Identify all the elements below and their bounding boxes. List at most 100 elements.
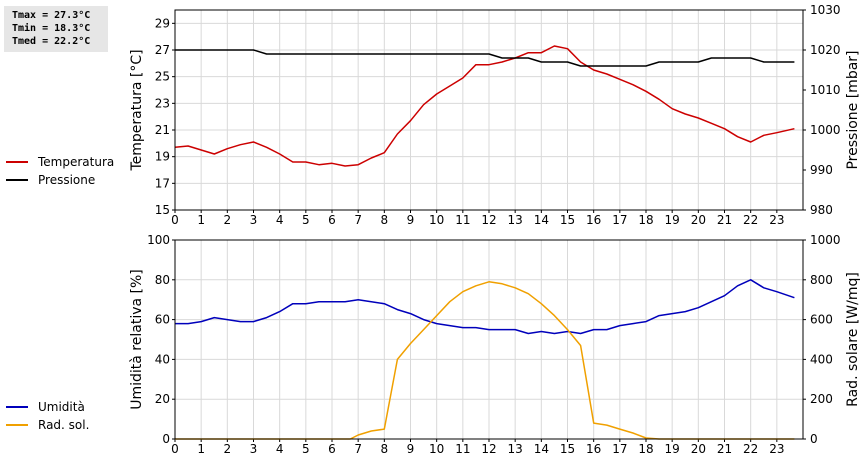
chart0-y2-tick-label: 990	[810, 163, 833, 177]
chart1-y2-tick-label: 400	[810, 352, 833, 366]
legend-label-umidita: Umidità	[38, 400, 85, 414]
chart1-y2-tick-label: 200	[810, 392, 833, 406]
legend-item-pressione: Pressione	[6, 171, 114, 189]
chart0-x-tick-label: 15	[560, 213, 575, 227]
chart0-y2-tick-label: 1030	[810, 3, 841, 17]
stat-tmin: Tmin = 18.3°C	[12, 23, 91, 34]
chart0-y2-tick-label: 980	[810, 203, 833, 217]
chart1-y-tick-label: 60	[155, 313, 170, 327]
chart0-x-tick-label: 20	[691, 213, 706, 227]
legend-swatch-umidita	[6, 406, 28, 408]
chart0-y2-tick-label: 1000	[810, 123, 841, 137]
legend-top: Temperatura Pressione	[6, 153, 114, 189]
chart0-x-tick-label: 11	[455, 213, 470, 227]
chart1-x-tick-label: 17	[612, 442, 627, 456]
chart1-x-tick-label: 10	[429, 442, 444, 456]
chart0-y2-tick-label: 1010	[810, 83, 841, 97]
chart1-y2-tick-label: 1000	[810, 233, 841, 247]
chart1-x-tick-label: 20	[691, 442, 706, 456]
stats-box: Tmax = 27.3°C Tmin = 18.3°C Tmed = 22.2°…	[4, 6, 108, 52]
chart0-y-axis-label: Temperatura [°C]	[129, 49, 145, 171]
chart0-x-tick-label: 0	[171, 213, 179, 227]
chart0-x-tick-label: 13	[508, 213, 523, 227]
chart1-x-tick-label: 21	[717, 442, 732, 456]
legend-bottom: Umidità Rad. sol.	[6, 398, 89, 434]
stat-tmed: Tmed = 22.2°C	[12, 36, 91, 47]
chart0-y-tick-label: 29	[155, 16, 170, 30]
legend-item-temperatura: Temperatura	[6, 153, 114, 171]
chart0-series-pressione	[175, 49, 795, 67]
legend-label-radsol: Rad. sol.	[38, 418, 90, 432]
chart1-x-tick-label: 12	[481, 442, 496, 456]
legend-swatch-temperatura	[6, 161, 28, 163]
chart1-x-tick-label: 19	[665, 442, 680, 456]
chart1-x-tick-label: 2	[224, 442, 232, 456]
chart1-x-tick-label: 16	[586, 442, 601, 456]
chart1-x-tick-label: 7	[354, 442, 362, 456]
chart0-x-tick-label: 18	[638, 213, 653, 227]
chart0-y-tick-label: 17	[155, 176, 170, 190]
chart1-y-tick-label: 40	[155, 352, 170, 366]
chart1-x-tick-label: 8	[381, 442, 389, 456]
chart0-x-tick-label: 22	[743, 213, 758, 227]
chart0-plot-frame	[174, 9, 804, 211]
chart0-x-tick-label: 21	[717, 213, 732, 227]
chart0-x-tick-label: 14	[534, 213, 549, 227]
chart1-x-tick-label: 11	[455, 442, 470, 456]
chart0-y-tick-label: 25	[155, 70, 170, 84]
chart1-plot-frame	[174, 239, 804, 440]
chart0-x-tick-label: 4	[276, 213, 284, 227]
chart1-x-tick-label: 5	[302, 442, 310, 456]
chart1-x-tick-label: 15	[560, 442, 575, 456]
chart0-y-tick-label: 21	[155, 123, 170, 137]
chart0-x-tick-label: 19	[665, 213, 680, 227]
chart1-y-axis-label: Umidità relativa [%]	[129, 269, 145, 410]
chart1-y-tick-label: 100	[147, 233, 170, 247]
chart1-x-tick-label: 13	[508, 442, 523, 456]
chart0-y2-axis-label: Pressione [mbar]	[845, 50, 860, 169]
chart0-series-temperatura	[174, 45, 795, 167]
chart0-x-tick-label: 3	[250, 213, 258, 227]
chart1-x-tick-label: 4	[276, 442, 284, 456]
chart0-x-tick-label: 10	[429, 213, 444, 227]
chart1-y2-tick-label: 600	[810, 313, 833, 327]
chart1-y2-tick-label: 0	[810, 432, 818, 446]
chart0-x-tick-label: 6	[328, 213, 336, 227]
chart1-y2-tick-label: 800	[810, 273, 833, 287]
chart1-x-tick-label: 1	[197, 442, 205, 456]
chart0-x-tick-label: 12	[481, 213, 496, 227]
legend-swatch-radsol	[6, 424, 28, 426]
chart0-x-tick-label: 5	[302, 213, 310, 227]
chart1-series-umidit	[175, 279, 795, 335]
chart1-y-tick-label: 20	[155, 392, 170, 406]
chart1-y-tick-label: 0	[162, 432, 170, 446]
legend-label-temperatura: Temperatura	[38, 155, 115, 169]
chart0-y-tick-label: 27	[155, 43, 170, 57]
chart1-x-tick-label: 23	[769, 442, 784, 456]
chart1-y2-axis-label: Rad. solare [W/mq]	[845, 272, 860, 407]
chart0-y-tick-label: 23	[155, 96, 170, 110]
chart1-x-tick-label: 22	[743, 442, 758, 456]
legend-item-radsol: Rad. sol.	[6, 416, 89, 434]
chart0-x-tick-label: 16	[586, 213, 601, 227]
chart0-x-tick-label: 2	[224, 213, 232, 227]
chart1-x-tick-label: 9	[407, 442, 415, 456]
chart1-x-tick-label: 3	[250, 442, 258, 456]
stat-tmax: Tmax = 27.3°C	[12, 10, 91, 21]
chart0-x-tick-label: 8	[381, 213, 389, 227]
chart0-x-tick-label: 1	[197, 213, 205, 227]
chart0-y2-tick-label: 1020	[810, 43, 841, 57]
chart1-x-tick-label: 6	[328, 442, 336, 456]
chart1-x-tick-label: 0	[171, 442, 179, 456]
chart0-x-tick-label: 23	[769, 213, 784, 227]
chart0-x-tick-label: 9	[407, 213, 415, 227]
chart0-y-tick-label: 15	[155, 203, 170, 217]
chart1-x-tick-label: 14	[534, 442, 549, 456]
chart1-x-tick-label: 18	[638, 442, 653, 456]
chart0-y-tick-label: 19	[155, 150, 170, 164]
legend-item-umidita: Umidità	[6, 398, 89, 416]
chart0-x-tick-label: 7	[354, 213, 362, 227]
legend-swatch-pressione	[6, 179, 28, 181]
chart0-x-tick-label: 17	[612, 213, 627, 227]
